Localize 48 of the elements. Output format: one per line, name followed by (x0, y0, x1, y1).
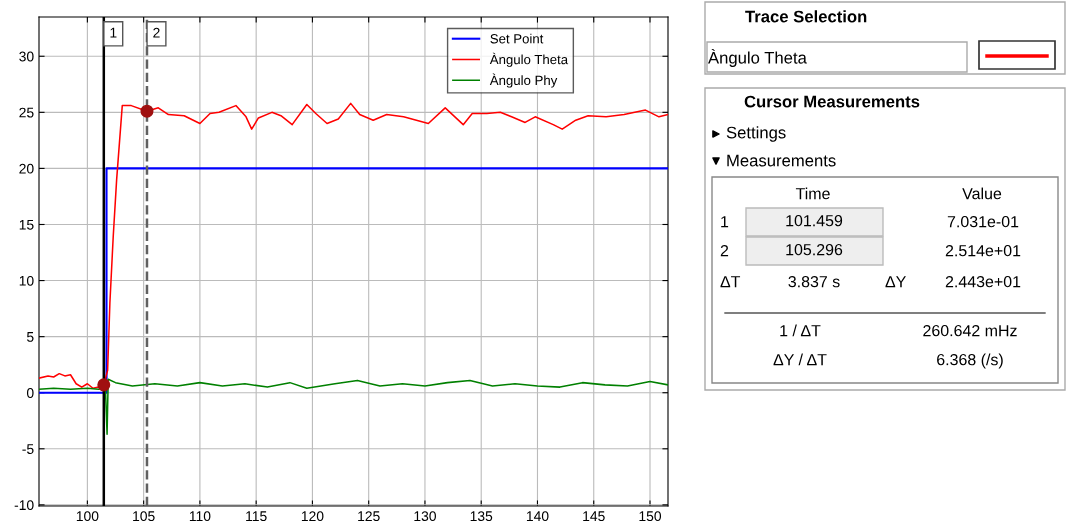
x-tick-label: 105 (133, 511, 155, 522)
y-tick-label: 25 (19, 107, 34, 118)
text: Settings (726, 126, 786, 142)
x-tick-label: 120 (301, 511, 324, 522)
x-tick-label: 135 (470, 511, 493, 522)
y-tick-label: 20 (19, 163, 34, 174)
y-tick-label: 15 (19, 219, 34, 230)
y-tick-label: 0 (26, 388, 34, 398)
text: 3.837 s (788, 275, 840, 288)
y-tick-label: -5 (22, 444, 34, 454)
text: 7.031e-01 (947, 215, 1019, 228)
annotation: 2 (153, 27, 160, 38)
y-tick-label: 5 (26, 332, 34, 342)
text: Cursor Measurements (744, 95, 920, 108)
x-tick-label: 140 (526, 511, 549, 522)
x-tick-label: 125 (358, 511, 380, 522)
x-tick-label: 115 (246, 511, 267, 522)
text: 101.459 (786, 214, 843, 227)
x-tick-label: 100 (76, 511, 99, 522)
text: 1 / ΔT (780, 324, 821, 337)
x-tick-label: 150 (639, 511, 662, 522)
text: 2.443e+01 (945, 275, 1021, 288)
text: ΔY / ΔT (773, 353, 827, 366)
legend-label: Set Point (490, 33, 544, 44)
text: 105.296 (786, 243, 843, 256)
line-series (39, 378, 668, 435)
x-tick-label: 110 (189, 511, 211, 522)
legend-label: Àngulo Phy (489, 73, 558, 88)
text: 1 (721, 216, 729, 228)
text: 2 (720, 244, 729, 257)
x-tick-label: 145 (583, 511, 605, 522)
text: Àngulo Theta (708, 49, 807, 67)
line-series (39, 102, 668, 390)
text: Value (962, 187, 1002, 200)
annotation: 1 (110, 27, 117, 38)
text: 2.514e+01 (945, 244, 1021, 257)
x-tick-label: 130 (414, 511, 436, 522)
text: 260.642 mHz (923, 324, 1017, 337)
y-tick-label: -10 (14, 500, 34, 511)
text: Time (795, 187, 830, 200)
text: ΔY (885, 276, 906, 288)
text: 6.368 (/s) (937, 353, 1003, 369)
text: Trace Selection (745, 10, 867, 23)
legend-label: Àngulo Theta (489, 52, 569, 67)
text: ΔT (720, 276, 741, 288)
text: Measurements (727, 154, 836, 167)
y-tick-label: 30 (19, 51, 34, 62)
y-tick-label: 10 (19, 275, 34, 286)
